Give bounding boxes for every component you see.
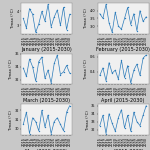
Y-axis label: Tmax (°C): Tmax (°C)	[9, 59, 13, 79]
X-axis label: April (2015-2030): April (2015-2030)	[101, 98, 145, 103]
Y-axis label: Tmax (°C): Tmax (°C)	[85, 110, 90, 130]
X-axis label: January (2015-2030): January (2015-2030)	[21, 47, 72, 52]
X-axis label: June (2015-2030): June (2015-2030)	[102, 149, 144, 150]
X-axis label: May (2015-2030): May (2015-2030)	[26, 149, 68, 150]
X-axis label: February (2015-2030): February (2015-2030)	[96, 47, 150, 52]
X-axis label: March (2015-2030): March (2015-2030)	[23, 98, 70, 103]
Y-axis label: Tmax (°C): Tmax (°C)	[84, 8, 88, 28]
Y-axis label: Tmax (°C): Tmax (°C)	[11, 8, 15, 28]
Y-axis label: Tmax (°C): Tmax (°C)	[9, 110, 13, 130]
Y-axis label: Tmax (°C): Tmax (°C)	[84, 59, 88, 79]
